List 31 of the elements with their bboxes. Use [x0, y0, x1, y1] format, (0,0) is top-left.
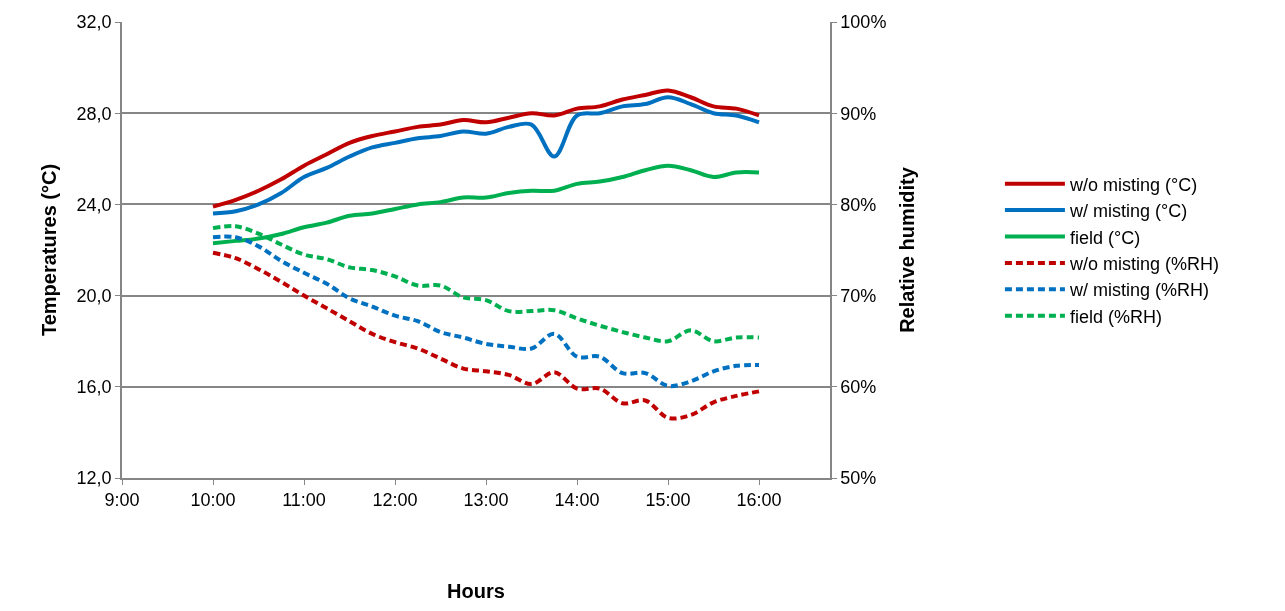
- y2-axis-title: Relative humidity: [896, 166, 919, 333]
- x-tick-label: 14:00: [554, 490, 600, 511]
- x-tick-label: 11:00: [282, 490, 326, 511]
- line-series: [211, 234, 762, 388]
- legend-label: w/o misting (°C): [1068, 174, 1198, 195]
- x-tick-label: 9:00: [104, 490, 140, 511]
- line-series: [211, 250, 762, 421]
- y-tick-label: 16,0: [76, 377, 112, 398]
- y2-tick-label: 100%: [840, 12, 887, 33]
- y-tick-label: 32,0: [76, 12, 112, 33]
- legend-label: field (°C): [1069, 227, 1141, 248]
- legend-label: w/ misting (%RH): [1068, 280, 1209, 301]
- x-tick-label: 16:00: [736, 490, 782, 511]
- legend-label: w/o misting (%RH): [1068, 253, 1219, 274]
- y-tick-label: 20,0: [76, 285, 112, 306]
- y2-tick-label: 70%: [840, 285, 877, 306]
- x-tick-label: 10:00: [190, 490, 236, 511]
- y-tick-label: 28,0: [76, 103, 112, 124]
- y2-tick-label: 80%: [840, 194, 877, 215]
- x-axis-title: Hours: [447, 580, 505, 603]
- x-tick-label: 13:00: [463, 490, 509, 511]
- x-tick-label: 15:00: [645, 490, 691, 511]
- y2-tick-label: 90%: [840, 103, 877, 124]
- y2-tick-label: 50%: [840, 468, 877, 489]
- legend-label: field (%RH): [1069, 306, 1162, 327]
- y-tick-label: 12,0: [76, 468, 112, 489]
- x-tick-label: 12:00: [372, 490, 418, 511]
- legend-label: w/ misting (°C): [1068, 201, 1188, 222]
- y2-tick-label: 60%: [840, 377, 877, 398]
- y-axis-title: Temperatures (°C): [37, 163, 60, 337]
- y-tick-label: 24,0: [76, 194, 112, 215]
